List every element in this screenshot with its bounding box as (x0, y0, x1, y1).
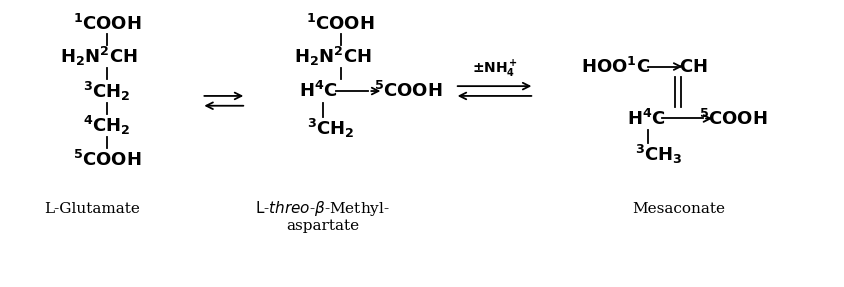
Text: aspartate: aspartate (286, 219, 360, 233)
Text: $\mathbf{HOO^1C}$: $\mathbf{HOO^1C}$ (582, 57, 651, 77)
Text: $\mathbf{H_2N^2CH}$: $\mathbf{H_2N^2CH}$ (294, 45, 371, 68)
Text: $\mathbf{^5COOH}$: $\mathbf{^5COOH}$ (374, 81, 442, 101)
Text: $\mathbf{H^4C}$: $\mathbf{H^4C}$ (300, 81, 338, 101)
Text: $\mathbf{^5COOH}$: $\mathbf{^5COOH}$ (73, 150, 142, 170)
Text: $\mathbf{^3CH_2}$: $\mathbf{^3CH_2}$ (306, 117, 354, 140)
Text: $\mathbf{^1COOH}$: $\mathbf{^1COOH}$ (306, 14, 375, 34)
Text: $\rm{L}$-$\it{threo}$-$\it{\beta}$-Methyl-: $\rm{L}$-$\it{threo}$-$\it{\beta}$-Methy… (255, 199, 390, 218)
Text: $\mathbf{^5COOH}$: $\mathbf{^5COOH}$ (699, 108, 767, 129)
Text: $\mathbf{^3CH_3}$: $\mathbf{^3CH_3}$ (635, 143, 682, 166)
Text: L-Glutamate: L-Glutamate (44, 202, 140, 216)
Text: $\mathbf{^1COOH}$: $\mathbf{^1COOH}$ (73, 14, 142, 34)
Text: Mesaconate: Mesaconate (632, 202, 725, 216)
Text: $\mathbf{H^4C}$: $\mathbf{H^4C}$ (627, 108, 666, 129)
Text: $\mathbf{^3CH_2}$: $\mathbf{^3CH_2}$ (84, 79, 131, 102)
Text: $\mathbf{H_2N^2CH}$: $\mathbf{H_2N^2CH}$ (60, 45, 138, 68)
Text: $\mathbf{CH}$: $\mathbf{CH}$ (679, 57, 707, 75)
Text: $\mathbf{^4CH_2}$: $\mathbf{^4CH_2}$ (84, 114, 131, 137)
Text: $\mathbf{\pm NH_4^+}$: $\mathbf{\pm NH_4^+}$ (472, 59, 517, 80)
